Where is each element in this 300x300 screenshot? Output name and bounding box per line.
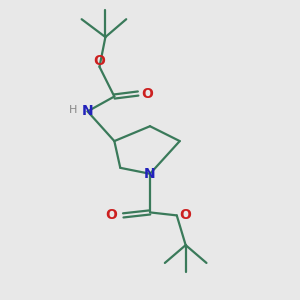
Text: O: O — [141, 86, 153, 100]
Text: N: N — [144, 167, 156, 181]
Text: N: N — [82, 104, 93, 118]
Text: O: O — [94, 54, 105, 68]
Text: H: H — [69, 105, 77, 115]
Text: O: O — [180, 208, 192, 222]
Text: O: O — [105, 208, 117, 222]
